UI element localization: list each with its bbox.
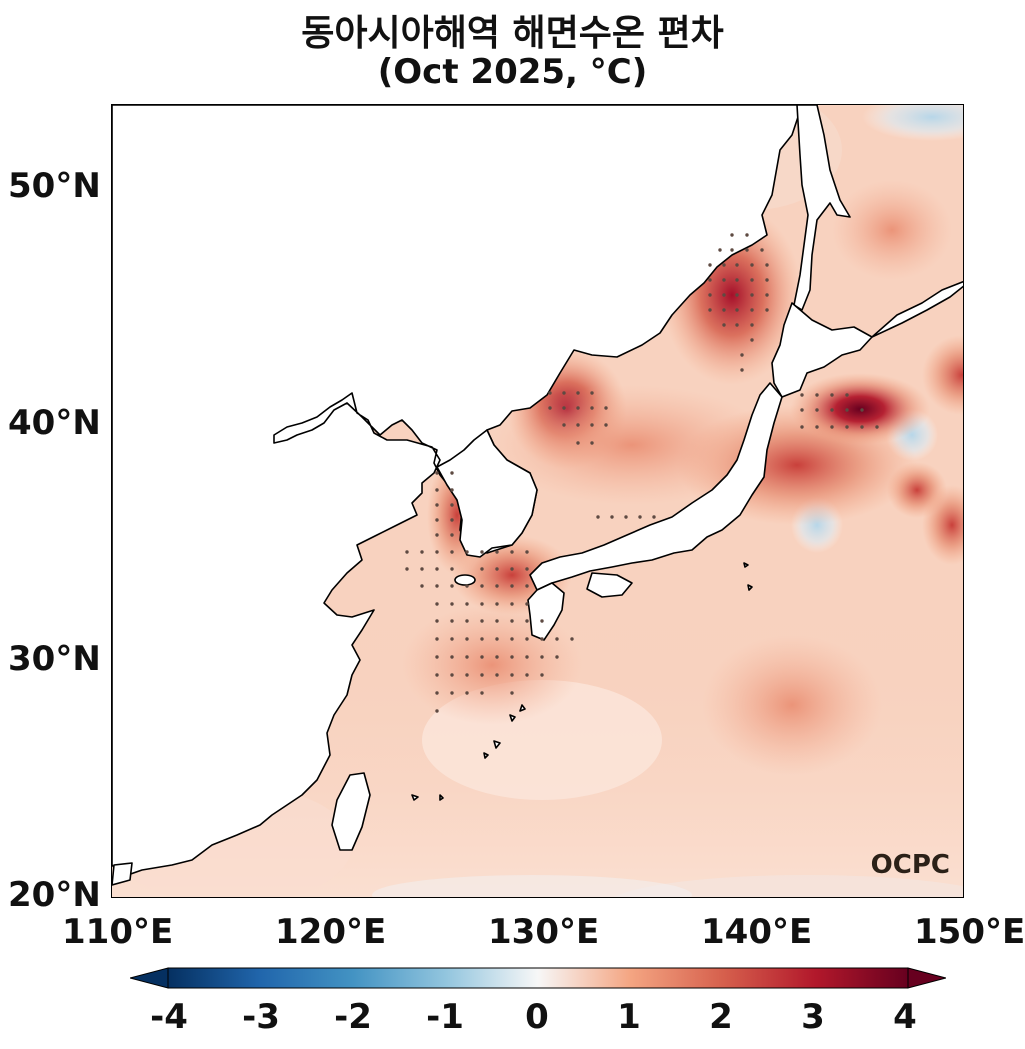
coastal-islet xyxy=(112,862,133,886)
colorbar-tick-1: 1 xyxy=(617,997,641,1037)
colorbar-min-extend xyxy=(130,967,169,989)
lat-tick-40: 40°N xyxy=(8,403,101,443)
colorbar-tick-neg3: -3 xyxy=(242,997,280,1037)
colorbar-tick-neg1: -1 xyxy=(426,997,464,1037)
sakhalin xyxy=(793,105,851,311)
korean-peninsula xyxy=(436,429,538,558)
colorbar-tick-2: 2 xyxy=(709,997,733,1037)
colorbar-tick-3: 3 xyxy=(801,997,825,1037)
colorbar-max-extend xyxy=(907,967,946,989)
kuril-islands xyxy=(871,280,963,338)
colorbar-gradient xyxy=(167,967,909,989)
lat-tick-50: 50°N xyxy=(8,166,101,206)
hokkaido xyxy=(771,302,873,398)
colorbar-tick-neg2: -2 xyxy=(334,997,372,1037)
lon-tick-150: 150°E xyxy=(914,912,1025,952)
lon-tick-130: 130°E xyxy=(488,912,600,952)
map-subtitle: (Oct 2025, °C) xyxy=(377,52,648,92)
colorbar-tick-neg4: -4 xyxy=(150,997,188,1037)
lon-tick-120: 120°E xyxy=(275,912,387,952)
kyushu xyxy=(527,582,565,641)
shikoku xyxy=(586,572,633,598)
lat-tick-30: 30°N xyxy=(8,639,101,679)
taiwan xyxy=(331,772,371,851)
land-masses xyxy=(112,105,963,886)
lon-tick-110: 110°E xyxy=(62,912,174,952)
sst-anomaly-map: OCPC xyxy=(111,104,964,898)
lon-tick-140: 140°E xyxy=(701,912,813,952)
jeju-island xyxy=(454,574,476,586)
map-canvas: OCPC xyxy=(112,105,963,897)
colorbar-tick-4: 4 xyxy=(893,997,917,1037)
izu-islets xyxy=(743,562,753,591)
colorbar xyxy=(130,967,946,989)
ocpc-logo: OCPC xyxy=(871,850,950,880)
significance-stippling xyxy=(405,233,879,713)
colorbar-tick-0: 0 xyxy=(525,997,549,1037)
ryukyu-islands xyxy=(411,704,526,801)
map-title: 동아시아해역 해면수온 편차 xyxy=(301,13,724,54)
lat-tick-20: 20°N xyxy=(8,875,101,915)
